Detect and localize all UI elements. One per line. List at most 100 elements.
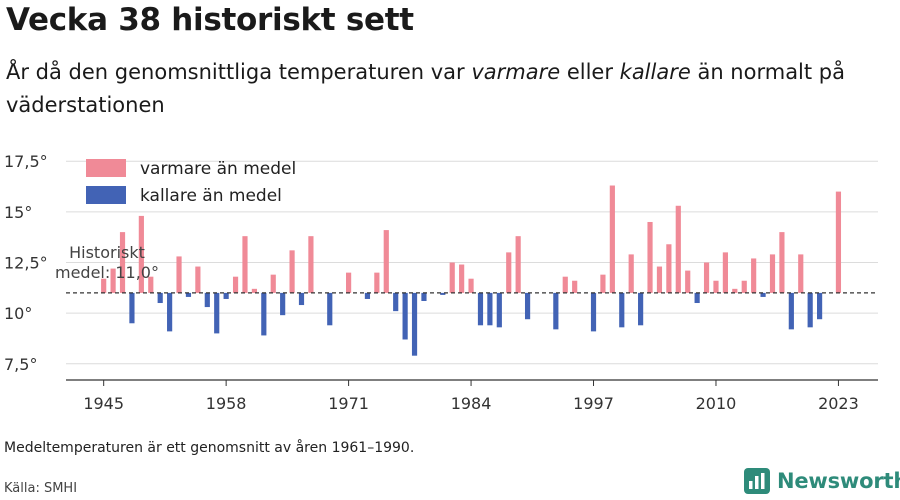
bar-1954 (185, 292, 192, 297)
bar-1973 (364, 292, 371, 299)
bar-1965 (289, 250, 295, 293)
y-tick-label: 10° (4, 304, 32, 323)
y-tick-label: 7,5° (4, 355, 37, 374)
x-tick-label: 2010 (696, 394, 737, 413)
bar-1979 (421, 292, 427, 301)
bar-1952 (167, 292, 173, 332)
bar-1961 (251, 288, 257, 293)
bar-2003 (647, 221, 653, 293)
x-tick-label: 1984 (451, 394, 492, 413)
bar-1976 (393, 292, 399, 312)
bar-1949 (138, 215, 144, 293)
bar-2012 (732, 288, 738, 293)
bar-2017 (779, 232, 785, 293)
bar-2010 (713, 280, 719, 293)
subtitle-colder-word: kallare (619, 60, 691, 84)
bar-2000 (619, 292, 625, 328)
bar-1977 (402, 292, 408, 340)
x-axis: 1945 1958 1971 1984 1997 2010 2023 (66, 379, 878, 413)
bar-2013 (741, 280, 747, 293)
subtitle-text-end: än normalt på väderstationen (6, 60, 845, 117)
bar-2009 (703, 262, 710, 293)
bar-1989 (515, 236, 521, 293)
legend: varmare än medel kallare än medel (86, 159, 296, 206)
subtitle-warmer-word: varmare (471, 60, 561, 84)
bar-2014 (751, 258, 757, 293)
bar-1983 (459, 264, 465, 293)
chart-title: Vecka 38 historiskt sett (6, 2, 414, 38)
bar-1948 (129, 292, 135, 324)
bar-2015 (760, 292, 766, 297)
bar-1984 (468, 278, 474, 293)
x-tick-label: 1971 (328, 394, 369, 413)
bar-1997 (590, 292, 597, 332)
bar-1963 (270, 274, 276, 293)
bar-1974 (374, 272, 380, 293)
legend-label-cold: kallare än medel (140, 186, 282, 206)
bar-1994 (562, 276, 568, 293)
footnote: Medeltemperaturen är ett genomsnitt av å… (4, 440, 415, 456)
bar-1957 (214, 292, 220, 334)
bar-1959 (232, 276, 239, 293)
bar-1988 (506, 252, 512, 293)
bar-1982 (449, 262, 455, 293)
bar-1950 (148, 276, 154, 293)
x-tick-label: 1945 (83, 394, 124, 413)
bar-2004 (656, 266, 663, 293)
bar-2006 (675, 205, 681, 293)
bar-1986 (487, 292, 493, 326)
legend-swatch-warm (86, 159, 126, 177)
bar-1999 (609, 185, 615, 293)
bar-1987 (496, 292, 502, 328)
bar-1951 (157, 292, 163, 304)
bar-2005 (666, 244, 672, 293)
bar-1998 (600, 274, 606, 293)
subtitle-text-start: År då den genomsnittliga temperaturen va… (6, 60, 472, 84)
brand-name: Newsworthy (777, 469, 900, 493)
bar-1981 (440, 292, 446, 295)
bar-1964 (280, 292, 286, 316)
bar-2018 (788, 292, 794, 330)
bar-2001 (628, 254, 634, 293)
bar-2008 (694, 292, 700, 304)
bar-2016 (769, 254, 776, 293)
bar-2011 (722, 252, 728, 293)
bar-1978 (411, 292, 418, 356)
bar-2007 (685, 270, 691, 293)
baseline-label-line1: Historiskt (69, 243, 145, 262)
bar-1969 (327, 292, 333, 326)
bar-1945 (101, 278, 107, 293)
bar-1990 (524, 292, 531, 320)
newsworthy-logo-icon (744, 468, 770, 494)
bar-2020 (807, 292, 813, 328)
bar-1956 (204, 292, 210, 308)
y-tick-label: 15° (4, 203, 32, 222)
bar-1995 (572, 280, 578, 293)
x-tick-label: 1958 (206, 394, 247, 413)
bar-1947 (119, 232, 126, 293)
bar-1971 (346, 272, 352, 293)
x-tick-label: 1997 (573, 394, 614, 413)
bar-1985 (477, 292, 484, 326)
bar-1953 (176, 256, 182, 293)
y-tick-label: 17,5° (4, 152, 48, 171)
subtitle-text-middle: eller (560, 60, 620, 84)
legend-label-warm: varmare än medel (140, 159, 296, 179)
legend-swatch-cold (86, 186, 126, 204)
grid-lines (66, 160, 878, 365)
bar-1955 (195, 266, 201, 293)
bar-2023 (835, 191, 842, 293)
bar-1966 (298, 292, 305, 306)
source-label: Källa: SMHI (4, 481, 78, 496)
y-axis: 7,5° 10° 12,5° 15° 17,5° (4, 152, 48, 374)
bar-1946 (110, 268, 116, 293)
bar-2019 (798, 254, 804, 293)
y-tick-label: 12,5° (4, 254, 48, 273)
bar-1975 (383, 230, 389, 293)
x-tick-label: 2023 (818, 394, 859, 413)
chart-subtitle: År då den genomsnittliga temperaturen va… (6, 56, 866, 122)
bar-2002 (638, 292, 644, 326)
bar-1967 (308, 236, 314, 293)
